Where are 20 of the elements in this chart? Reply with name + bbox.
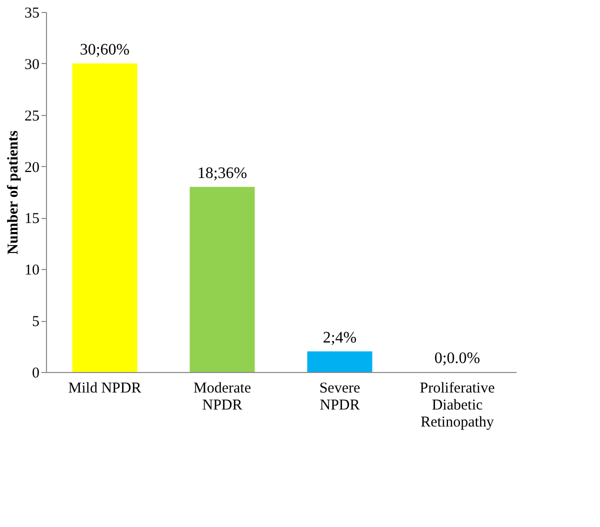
bar bbox=[72, 63, 138, 372]
y-tick-label: 20 bbox=[24, 160, 40, 176]
y-tick-label: 35 bbox=[24, 6, 40, 22]
data-label: 0;0.0% bbox=[434, 350, 480, 367]
y-tick-label: 10 bbox=[24, 262, 40, 279]
y-tick-label: 0 bbox=[32, 366, 40, 382]
y-axis-title: Number of patients bbox=[6, 130, 22, 254]
y-tick-label: 25 bbox=[24, 108, 40, 124]
y-tick-label: 5 bbox=[32, 314, 40, 330]
x-tick-label: Mild NPDR bbox=[68, 380, 142, 396]
x-tick-label: Proliferative Diabetic Retinopathy bbox=[420, 380, 496, 430]
y-tick-label: 30 bbox=[24, 56, 40, 73]
data-label: 18;36% bbox=[197, 164, 248, 182]
bar bbox=[190, 186, 255, 372]
bar bbox=[307, 351, 372, 372]
x-tick-label: Moderate NPDR bbox=[194, 380, 252, 414]
x-tick-label: Severe NPDR bbox=[319, 380, 360, 414]
y-tick-label: 15 bbox=[24, 211, 40, 228]
data-label: 30;60% bbox=[80, 41, 130, 58]
data-label: 2;4% bbox=[322, 329, 357, 346]
